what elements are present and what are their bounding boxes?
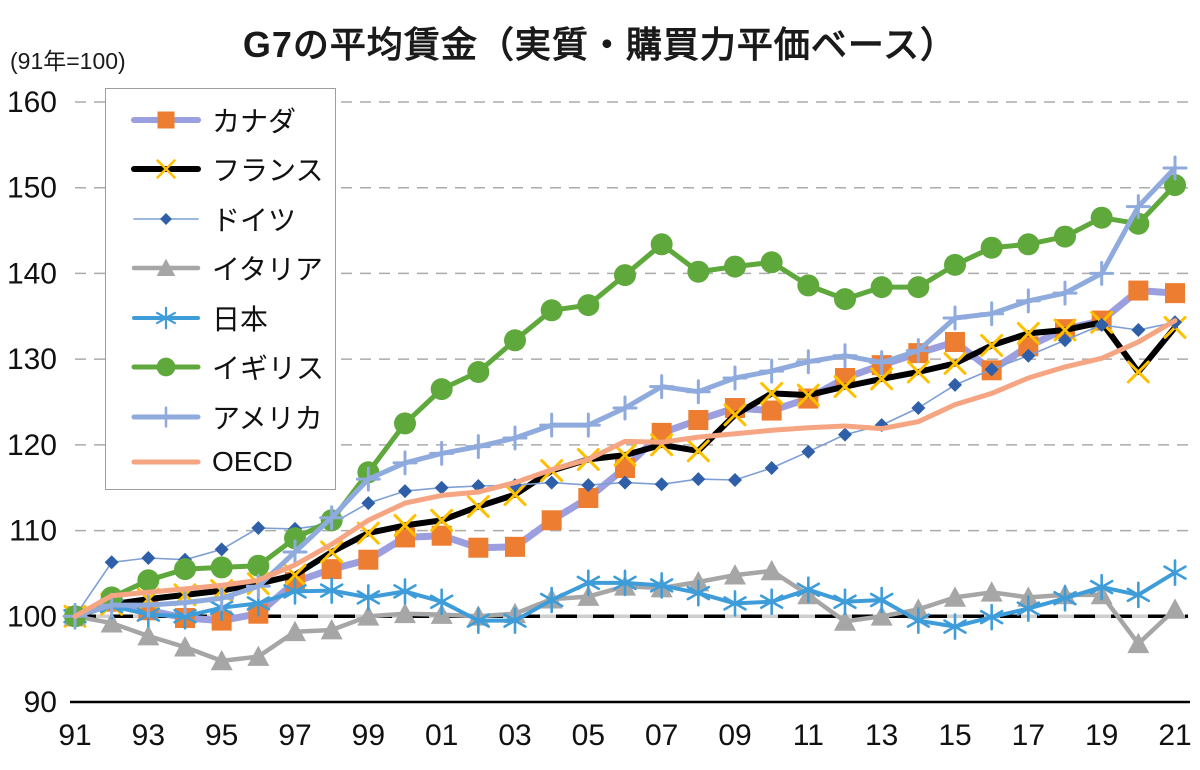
x-tick-label: 15 [938,719,971,752]
france-legend-swatch-icon [131,159,201,180]
y-tick-label: 160 [7,86,57,119]
legend-label-oecd: OECD [212,446,293,478]
legend-label-italy: イタリア [212,254,323,286]
x-tick-label: 19 [1085,719,1118,752]
legend-item-italy: イタリア [130,248,335,288]
series-usa [62,155,1188,629]
legend-label-canada: カナダ [212,105,297,137]
legend-item-germany: ドイツ [130,199,335,239]
japan-legend-swatch-icon [132,306,200,330]
legend-item-canada: カナダ [130,100,335,140]
x-tick-label: 07 [645,719,678,752]
x-tick-label: 05 [572,719,605,752]
x-tick-label: 99 [352,719,385,752]
legend-item-usa: アメリカ [130,397,335,437]
y-tick-label: 130 [7,343,57,376]
x-tick-label: 97 [278,719,311,752]
x-tick-label: 95 [205,719,238,752]
oecd-line [72,318,1178,619]
oecd-legend-swatch-icon [131,459,201,465]
legend-item-oecd: OECD [130,446,335,478]
y-tick-label: 150 [7,172,57,205]
italy-legend-swatch-icon [131,258,201,277]
y-tick-label: 90 [24,686,57,719]
x-tick-label: 91 [58,719,91,752]
legend-label-japan: 日本 [212,303,269,335]
legend-label-france: フランス [212,155,324,187]
legend: カナダフランスドイツイタリア日本イギリスアメリカ OECD [105,88,336,490]
legend-label-usa: アメリカ [212,402,323,434]
legend-label-germany: ドイツ [212,204,297,236]
legend-label-uk: イギリス [212,353,325,385]
x-tick-label: 03 [498,719,531,752]
index-base-note: (91年=100) [10,48,126,74]
y-tick-label: 140 [7,257,57,290]
germany-legend-swatch-icon [133,212,199,225]
usa-legend-swatch-icon [131,406,201,428]
legend-item-uk: イギリス [130,347,335,387]
y-tick-label: 100 [7,600,57,633]
usa-markers [62,155,1188,629]
x-tick-label: 09 [718,719,751,752]
x-tick-label: 13 [865,719,898,752]
canada-legend-swatch-icon [131,111,201,129]
legend-item-france: フランス [130,149,335,189]
x-tick-label: 93 [132,719,165,752]
y-tick-label: 110 [9,515,57,548]
series-oecd [72,318,1178,619]
chart-title: G7の平均賃金（実質・購買力平価ベース） [242,24,958,65]
x-tick-label: 01 [425,719,458,752]
x-tick-label: 17 [1012,719,1045,752]
x-tick-label: 21 [1158,719,1191,752]
uk-legend-swatch-icon [131,357,201,377]
x-tick-label: 11 [793,719,824,752]
y-tick-label: 120 [7,429,57,462]
legend-item-japan: 日本 [130,298,335,338]
